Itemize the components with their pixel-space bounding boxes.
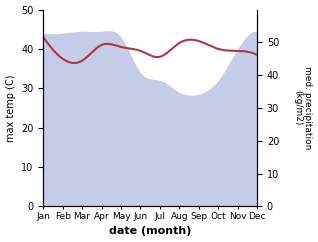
Y-axis label: max temp (C): max temp (C): [5, 74, 16, 142]
X-axis label: date (month): date (month): [109, 227, 191, 236]
Y-axis label: med. precipitation
(kg/m2): med. precipitation (kg/m2): [293, 66, 313, 150]
